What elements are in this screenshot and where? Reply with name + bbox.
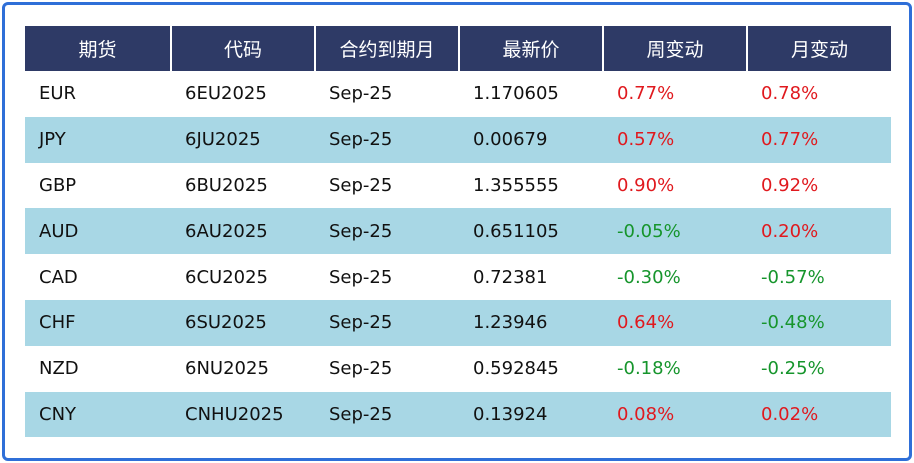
table-cell: 0.651105 [459,208,603,255]
table-cell: EUR [39,83,77,105]
header-cell: 合约到期月 [314,26,459,71]
table-row: CHF 6SU2025 Sep-25 1.23946 0.64% -0.48% [25,299,891,346]
table-cell: 0.77% [617,83,675,105]
table-cell: -0.18% [617,358,681,380]
header-cell: 月变动 [746,26,891,71]
table-cell: Sep-25 [329,266,393,288]
header-cell: 代码 [170,26,315,71]
table-cell: -0.05% [603,208,747,255]
table-cell: -0.25% [761,358,825,380]
table-cell: Sep-25 [329,174,393,196]
table-cell: 6BU2025 [185,174,268,196]
table-row: CNY CNHU2025 Sep-25 0.13924 0.08% 0.02% [25,391,891,438]
table-cell: 6EU2025 [185,83,267,105]
table-cell: CHF [25,299,171,346]
header-cell: 周变动 [602,26,747,71]
table-cell: CAD [39,266,78,288]
table-cell: 6NU2025 [185,358,269,380]
header-cell: 最新价 [458,26,603,71]
table-cell: Sep-25 [315,299,459,346]
table-cell: 0.13924 [459,391,603,438]
table-cell: 0.08% [603,391,747,438]
table-cell: Sep-25 [329,83,393,105]
table-row: EUR 6EU2025 Sep-25 1.170605 0.77% 0.78% [25,71,891,117]
table-cell: 0.92% [761,174,819,196]
table-cell: Sep-25 [329,358,393,380]
header-row: 期货 代码 合约到期月 最新价 周变动 月变动 [25,26,891,71]
table-cell: 1.170605 [473,83,559,105]
table-header: 期货 代码 合约到期月 最新价 周变动 月变动 [25,26,891,71]
table-cell: 0.90% [617,174,675,196]
table-cell: 0.78% [761,83,819,105]
table-cell: 6JU2025 [171,116,315,163]
table-cell: CNY [25,391,171,438]
table-row: GBP 6BU2025 Sep-25 1.355555 0.90% 0.92% [25,163,891,209]
futures-table: 期货 代码 合约到期月 最新价 周变动 月变动 EUR 6EU2025 Sep-25 1.170… [25,26,891,438]
table-cell: JPY [25,116,171,163]
table-cell: 0.00679 [459,116,603,163]
table-body: EUR 6EU2025 Sep-25 1.170605 0.77% 0.78% JPY 6JU… [25,71,891,438]
table-cell: 6CU2025 [185,266,269,288]
table-cell: 0.64% [603,299,747,346]
table-cell: 6AU2025 [171,208,315,255]
table-cell: 0.77% [747,116,891,163]
table-cell: GBP [39,174,77,196]
table-row: AUD 6AU2025 Sep-25 0.651105 -0.05% 0.20% [25,208,891,255]
table-cell: 1.23946 [459,299,603,346]
table-cell: 0.02% [747,391,891,438]
table-row: JPY 6JU2025 Sep-25 0.00679 0.57% 0.77% [25,116,891,163]
table-cell: 0.592845 [473,358,559,380]
table-cell: -0.57% [761,266,825,288]
table-cell: 0.72381 [473,266,548,288]
table-cell: CNHU2025 [171,391,315,438]
table-row: CAD 6CU2025 Sep-25 0.72381 -0.30% -0.57% [25,254,891,300]
header-cell: 期货 [25,26,171,71]
table-cell: -0.30% [617,266,681,288]
table-cell: 0.57% [603,116,747,163]
table-cell: Sep-25 [315,116,459,163]
table-cell: 0.20% [747,208,891,255]
table-cell: NZD [39,358,79,380]
table-cell: -0.48% [747,299,891,346]
table-cell: 6SU2025 [171,299,315,346]
table-row: NZD 6NU2025 Sep-25 0.592845 -0.18% -0.25% [25,346,891,392]
table-cell: Sep-25 [315,208,459,255]
table-cell: 1.355555 [473,174,559,196]
table-cell: Sep-25 [315,391,459,438]
table-cell: AUD [25,208,171,255]
